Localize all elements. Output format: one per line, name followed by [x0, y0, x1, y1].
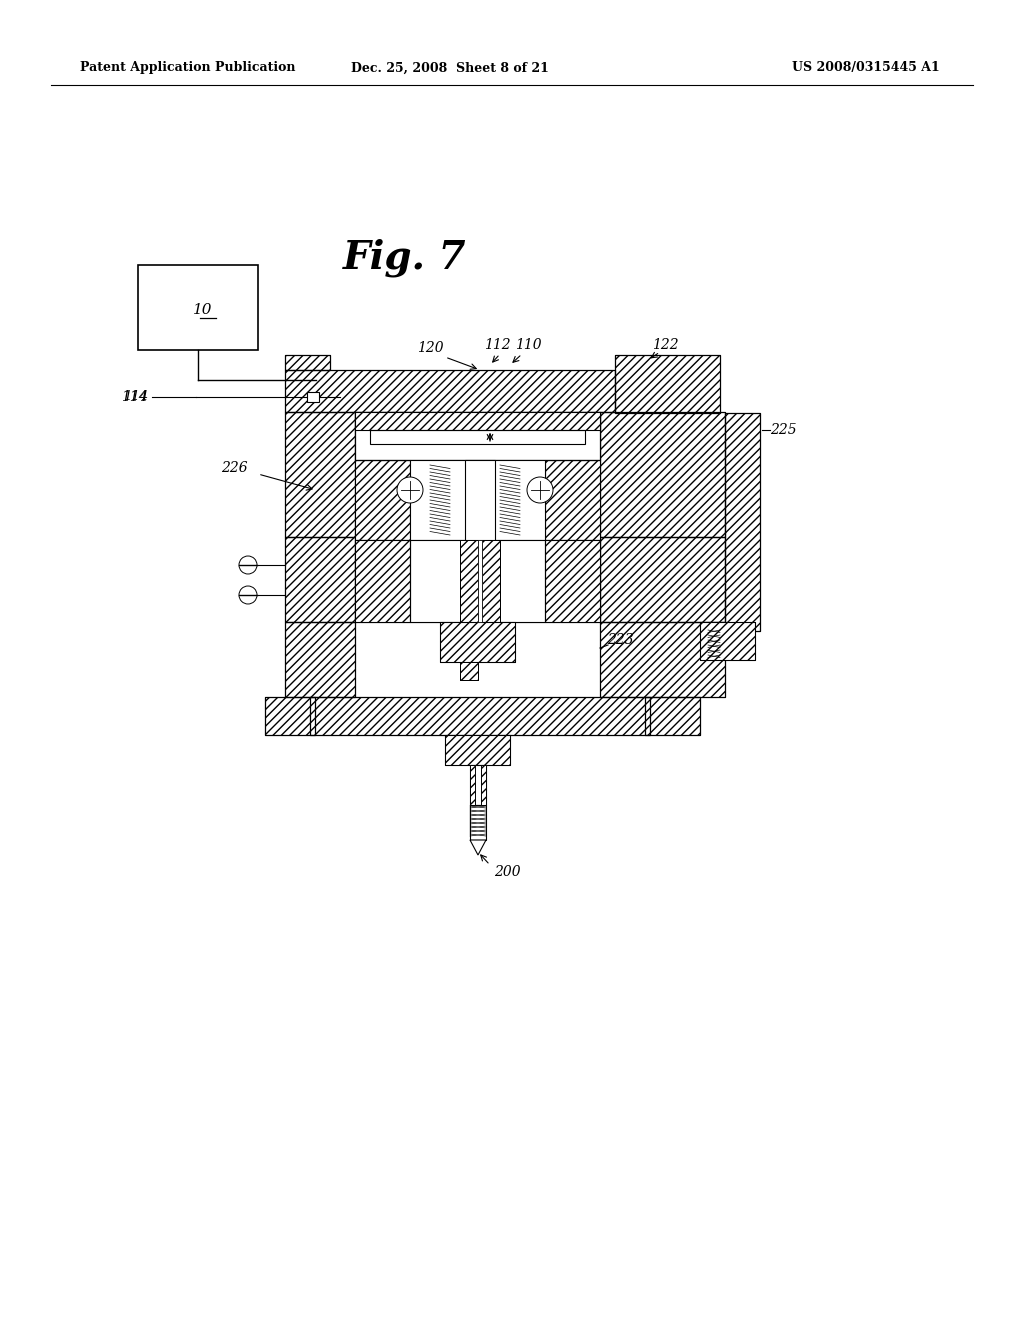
- Bar: [285, 412, 355, 537]
- Text: 226: 226: [221, 461, 248, 475]
- Bar: [600, 412, 725, 537]
- Text: 200: 200: [494, 865, 520, 879]
- Bar: [600, 622, 725, 697]
- Bar: [285, 622, 355, 697]
- Text: 114: 114: [123, 391, 148, 404]
- Bar: [545, 540, 600, 622]
- Bar: [310, 697, 650, 735]
- Text: 225: 225: [770, 422, 797, 437]
- Text: 223: 223: [607, 634, 634, 647]
- Bar: [615, 355, 720, 413]
- Bar: [725, 413, 760, 631]
- Bar: [355, 540, 600, 622]
- Bar: [545, 540, 600, 622]
- Bar: [355, 412, 600, 459]
- Bar: [545, 459, 600, 540]
- Text: US 2008/0315445 A1: US 2008/0315445 A1: [793, 62, 940, 74]
- Polygon shape: [470, 840, 486, 855]
- Bar: [460, 540, 478, 622]
- Bar: [410, 540, 545, 622]
- Bar: [470, 805, 486, 840]
- Bar: [310, 697, 650, 735]
- Bar: [470, 766, 475, 805]
- Bar: [355, 459, 410, 540]
- Bar: [645, 697, 700, 735]
- Bar: [600, 412, 725, 537]
- Bar: [285, 355, 330, 370]
- Bar: [600, 622, 725, 697]
- Bar: [307, 392, 319, 403]
- Bar: [285, 355, 330, 370]
- Bar: [285, 412, 355, 537]
- Bar: [440, 622, 515, 663]
- Text: Patent Application Publication: Patent Application Publication: [80, 62, 296, 74]
- Bar: [355, 412, 600, 430]
- Bar: [285, 537, 355, 622]
- Bar: [600, 537, 725, 622]
- Bar: [138, 265, 258, 350]
- Bar: [615, 355, 720, 413]
- Circle shape: [397, 477, 423, 503]
- Circle shape: [239, 586, 257, 605]
- Text: 112: 112: [483, 338, 510, 352]
- Bar: [440, 622, 515, 663]
- Bar: [481, 766, 486, 805]
- Bar: [700, 622, 755, 660]
- Bar: [355, 540, 410, 622]
- Bar: [460, 663, 478, 680]
- Bar: [725, 413, 760, 631]
- Bar: [445, 735, 510, 766]
- Bar: [470, 766, 486, 805]
- Bar: [700, 622, 755, 660]
- Bar: [460, 540, 478, 622]
- Bar: [445, 735, 510, 766]
- Text: Dec. 25, 2008  Sheet 8 of 21: Dec. 25, 2008 Sheet 8 of 21: [351, 62, 549, 74]
- Bar: [465, 459, 495, 540]
- Text: Fig. 7: Fig. 7: [343, 238, 466, 277]
- Text: 120: 120: [417, 341, 443, 355]
- Bar: [265, 697, 315, 735]
- Text: 110: 110: [515, 338, 542, 352]
- Text: 122: 122: [651, 338, 678, 352]
- Bar: [645, 697, 700, 735]
- Text: 10: 10: [194, 304, 213, 318]
- Bar: [355, 540, 410, 622]
- Bar: [355, 459, 410, 540]
- Bar: [410, 459, 545, 540]
- Bar: [370, 430, 585, 444]
- Circle shape: [527, 477, 553, 503]
- Bar: [355, 412, 600, 430]
- Bar: [285, 370, 615, 412]
- Bar: [600, 537, 725, 622]
- Bar: [285, 537, 355, 622]
- Circle shape: [239, 556, 257, 574]
- Bar: [285, 622, 355, 697]
- Bar: [478, 540, 482, 622]
- Bar: [482, 540, 500, 622]
- Bar: [285, 370, 615, 412]
- Bar: [265, 697, 315, 735]
- Bar: [460, 663, 478, 680]
- Bar: [545, 459, 600, 540]
- Bar: [482, 540, 500, 622]
- Text: 114: 114: [122, 389, 148, 404]
